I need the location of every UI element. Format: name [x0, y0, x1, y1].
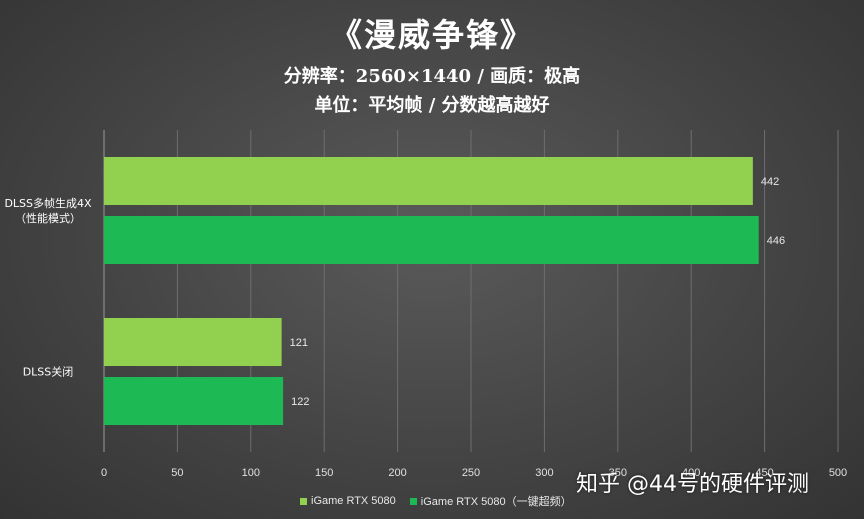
- x-tick-label-450: 450: [755, 467, 773, 479]
- data-label-series-1-category-1: 442: [761, 176, 779, 188]
- x-tick-label-350: 350: [609, 467, 627, 479]
- x-tick-label-500: 500: [829, 467, 847, 479]
- x-tick-label-0: 0: [101, 467, 107, 479]
- x-tick-label-200: 200: [388, 467, 406, 479]
- legend-label-series-2: iGame RTX 5080（一键超频）: [420, 496, 572, 508]
- bar-series-2-category-1: [104, 216, 759, 264]
- category-label-1-line-1: DLSS多帧生成4X: [4, 196, 92, 210]
- chart-legend: iGame RTX 5080 iGame RTX 5080（一键超频）: [300, 493, 572, 509]
- x-tick-label-50: 50: [171, 467, 183, 479]
- legend-item-series-2: iGame RTX 5080（一键超频）: [409, 493, 572, 509]
- data-label-series-1-category-2: 121: [290, 337, 308, 349]
- x-tick-label-100: 100: [242, 467, 260, 479]
- data-label-series-2-category-1: 446: [767, 235, 785, 247]
- x-tick-label-300: 300: [535, 467, 553, 479]
- bar-series-1-category-2: [104, 318, 282, 366]
- chart-subtitle-resolution: 分辨率：2560×1440 / 画质：极高: [283, 66, 581, 87]
- bar-series-1-category-1: [104, 157, 753, 205]
- bar-series-2-category-2: [104, 377, 284, 425]
- legend-item-series-1: iGame RTX 5080: [300, 495, 396, 507]
- x-tick-label-250: 250: [462, 467, 480, 479]
- data-label-series-2-category-2: 122: [291, 396, 309, 408]
- x-tick-label-400: 400: [682, 467, 700, 479]
- legend-swatch-series-1: [300, 497, 307, 505]
- chart-title: 《漫威争锋》: [329, 16, 534, 54]
- category-label-2-line-1: DLSS关闭: [23, 365, 74, 379]
- watermark: 知乎 @44号的硬件评测: [576, 472, 809, 497]
- category-label-1-line-2: （性能模式）: [15, 211, 81, 225]
- legend-label-series-1: iGame RTX 5080: [311, 495, 396, 507]
- chart-subtitle-unit: 单位：平均帧 / 分数越高越好: [314, 95, 550, 116]
- x-tick-label-150: 150: [315, 467, 333, 479]
- legend-swatch-series-2: [409, 497, 417, 505]
